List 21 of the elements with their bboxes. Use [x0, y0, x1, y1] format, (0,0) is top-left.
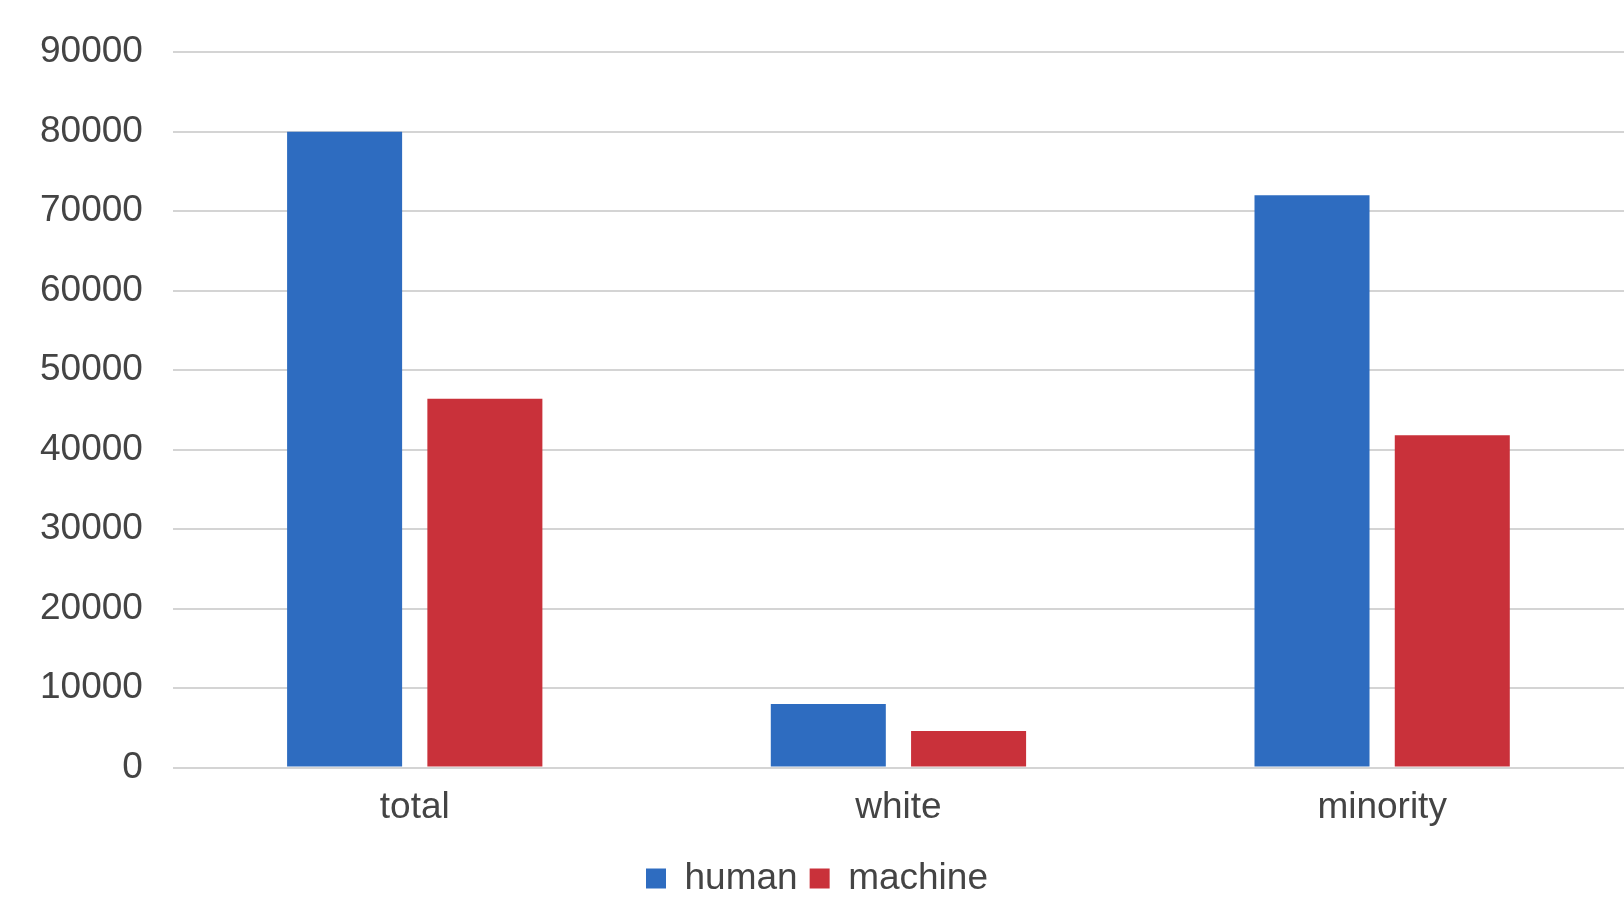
y-tick-label: 90000 [40, 29, 143, 71]
y-tick-label: 40000 [40, 426, 143, 468]
y-tick-label: 10000 [40, 665, 143, 707]
bar [427, 398, 543, 767]
bar [287, 131, 403, 767]
y-tick-label: 20000 [40, 585, 143, 627]
y-tick-label: 50000 [40, 347, 143, 389]
y-tick-label: 80000 [40, 108, 143, 150]
legend-label: human [684, 855, 798, 897]
bar [1394, 435, 1510, 767]
bar [770, 704, 886, 767]
x-tick-label: white [854, 785, 942, 826]
y-tick-label: 60000 [40, 267, 143, 309]
y-tick-label: 70000 [40, 188, 143, 230]
x-tick-label: total [379, 785, 450, 826]
x-tick-label: minority [1317, 785, 1448, 826]
legend-label: machine [848, 855, 988, 897]
y-tick-label: 30000 [40, 506, 143, 548]
bar [1254, 195, 1370, 767]
bar [911, 731, 1027, 767]
y-tick-label: 0 [122, 744, 143, 786]
